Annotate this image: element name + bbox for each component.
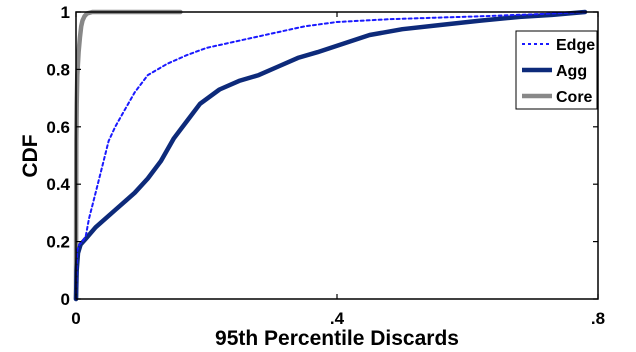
legend-label-agg: Agg — [556, 63, 587, 80]
legend-label-edge: Edge — [556, 37, 595, 54]
x-tick-label: .4 — [330, 309, 345, 328]
x-axis-label: 95th Percentile Discards — [215, 327, 459, 350]
ticks-layer: 0.4.800.20.40.60.81 — [46, 3, 605, 328]
y-tick-label: 0.2 — [46, 233, 70, 252]
series-layer — [73, 9, 588, 302]
y-tick-label: 0 — [61, 290, 70, 309]
x-tick-label: 0 — [71, 309, 80, 328]
legend-label-core: Core — [556, 89, 593, 106]
y-tick-label: 0.8 — [46, 60, 70, 79]
series-line-edge — [75, 11, 586, 300]
legend: Edge Agg Core — [515, 30, 598, 110]
series-line-agg — [73, 9, 588, 302]
y-axis-label: CDF — [19, 134, 42, 177]
y-tick-label: 0.4 — [46, 175, 70, 194]
x-tick-label: .8 — [591, 309, 605, 328]
y-tick-label: 1 — [61, 3, 70, 22]
y-tick-label: 0.6 — [46, 118, 70, 137]
